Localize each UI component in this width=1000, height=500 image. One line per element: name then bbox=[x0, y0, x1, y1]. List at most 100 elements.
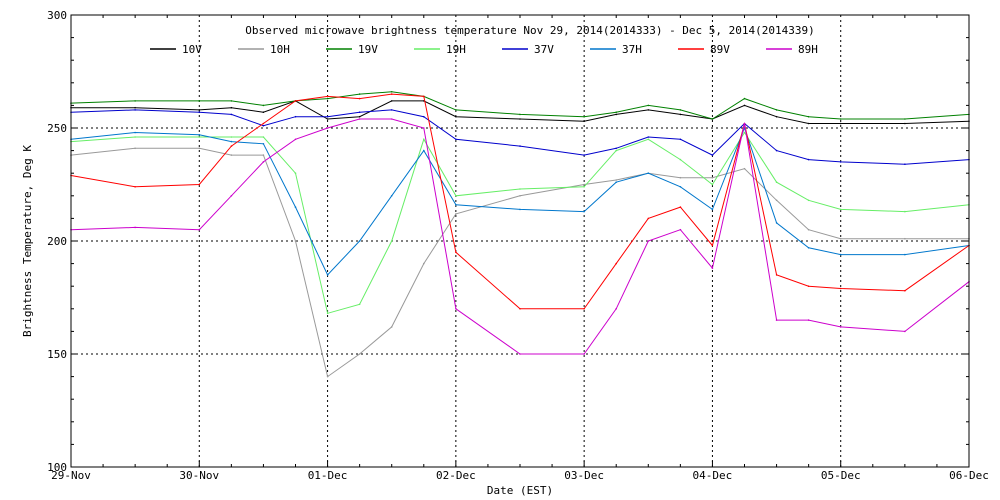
data-point-37H bbox=[358, 240, 361, 242]
data-point-10H bbox=[230, 154, 233, 156]
data-point-89V bbox=[455, 251, 457, 254]
legend-label-89V: 89V bbox=[710, 43, 730, 56]
data-point-37H bbox=[679, 186, 682, 188]
data-point-19V bbox=[198, 100, 201, 102]
data-point-10H bbox=[326, 375, 329, 378]
data-point-10H bbox=[775, 199, 778, 202]
x-tick-label: 30-Nov bbox=[179, 469, 219, 482]
x-tick-label: 06-Dec bbox=[949, 469, 989, 482]
data-point-19H bbox=[326, 312, 329, 315]
data-point-19H bbox=[583, 186, 585, 188]
data-point-10H bbox=[358, 353, 361, 355]
data-point-10V bbox=[839, 122, 842, 125]
data-point-89V bbox=[423, 95, 425, 98]
data-point-37V bbox=[647, 136, 650, 138]
data-point-89V bbox=[519, 308, 521, 310]
data-point-10V bbox=[198, 109, 201, 111]
legend-label-19V: 19V bbox=[358, 43, 378, 56]
data-point-19H bbox=[839, 208, 842, 211]
y-tick-label: 100 bbox=[47, 461, 67, 474]
data-point-10V bbox=[358, 115, 361, 118]
data-point-37V bbox=[775, 149, 778, 152]
data-point-19V bbox=[134, 100, 136, 102]
data-point-19H bbox=[134, 136, 136, 138]
data-point-37V bbox=[134, 109, 136, 111]
data-point-10V bbox=[679, 113, 682, 116]
data-point-10H bbox=[807, 228, 810, 231]
data-point-10V bbox=[262, 111, 265, 113]
data-point-89V bbox=[390, 93, 393, 95]
data-point-89V bbox=[134, 186, 136, 188]
data-point-10V bbox=[230, 106, 233, 109]
data-point-10V bbox=[455, 115, 457, 118]
data-point-89V bbox=[807, 285, 810, 288]
data-point-19H bbox=[775, 181, 778, 183]
data-point-37H bbox=[904, 253, 906, 256]
data-point-10H bbox=[615, 179, 617, 181]
data-point-37H bbox=[807, 247, 810, 249]
data-point-19H bbox=[519, 188, 521, 190]
data-point-37V bbox=[711, 154, 714, 156]
y-tick-label: 300 bbox=[47, 9, 67, 22]
y-tick-label: 200 bbox=[47, 235, 67, 248]
data-point-89H bbox=[455, 308, 457, 310]
data-point-10V bbox=[519, 118, 521, 120]
data-point-89V bbox=[198, 183, 201, 186]
data-point-19H bbox=[807, 199, 810, 202]
data-point-89H bbox=[583, 353, 585, 355]
data-point-37V bbox=[390, 109, 393, 111]
data-point-10V bbox=[904, 122, 906, 125]
data-point-37H bbox=[262, 143, 265, 145]
data-point-37V bbox=[839, 161, 842, 163]
data-point-37V bbox=[198, 111, 201, 113]
data-point-10V bbox=[775, 115, 778, 118]
data-point-37V bbox=[519, 145, 521, 147]
data-point-89V bbox=[711, 244, 714, 247]
data-point-10H bbox=[743, 167, 746, 170]
data-point-89H bbox=[198, 228, 201, 231]
data-point-19V bbox=[390, 91, 393, 93]
data-point-19H bbox=[230, 136, 233, 138]
data-point-37H bbox=[711, 208, 714, 211]
data-point-89H bbox=[230, 195, 233, 197]
data-point-19V bbox=[230, 100, 233, 102]
data-point-89H bbox=[326, 127, 329, 129]
data-point-19V bbox=[519, 113, 521, 116]
data-point-89V bbox=[647, 217, 650, 220]
data-point-19V bbox=[679, 109, 682, 111]
data-point-19H bbox=[904, 210, 906, 213]
data-point-19V bbox=[358, 93, 361, 95]
x-tick-label: 02-Dec bbox=[436, 469, 476, 482]
data-point-19H bbox=[711, 183, 714, 186]
data-point-10H bbox=[839, 237, 842, 240]
legend-label-37H: 37H bbox=[622, 43, 642, 56]
data-point-10H bbox=[679, 176, 682, 179]
data-point-37V bbox=[807, 158, 810, 161]
data-point-19V bbox=[775, 109, 778, 111]
data-point-10H bbox=[134, 147, 136, 150]
legend-label-19H: 19H bbox=[446, 43, 466, 56]
data-point-89V bbox=[294, 100, 297, 102]
data-point-19V bbox=[839, 118, 842, 120]
data-point-89V bbox=[230, 145, 233, 147]
data-point-37V bbox=[904, 163, 906, 165]
data-point-89H bbox=[262, 161, 265, 163]
data-point-19V bbox=[711, 118, 714, 120]
data-point-89H bbox=[615, 308, 617, 310]
data-point-10H bbox=[711, 176, 714, 179]
legend-label-10V: 10V bbox=[182, 43, 202, 56]
data-point-19V bbox=[807, 115, 810, 118]
data-point-19V bbox=[262, 104, 265, 107]
legend-label-37V: 37V bbox=[534, 43, 554, 56]
data-point-10V bbox=[583, 120, 585, 122]
data-point-19H bbox=[423, 138, 425, 141]
data-point-19H bbox=[743, 131, 746, 134]
data-point-89V bbox=[262, 122, 265, 125]
data-point-89H bbox=[647, 240, 650, 242]
data-point-19H bbox=[455, 195, 457, 197]
data-point-10H bbox=[583, 183, 585, 186]
y-tick-label: 150 bbox=[47, 348, 67, 361]
data-point-10H bbox=[262, 154, 265, 156]
data-point-19V bbox=[326, 97, 329, 100]
data-point-37V bbox=[294, 115, 297, 118]
